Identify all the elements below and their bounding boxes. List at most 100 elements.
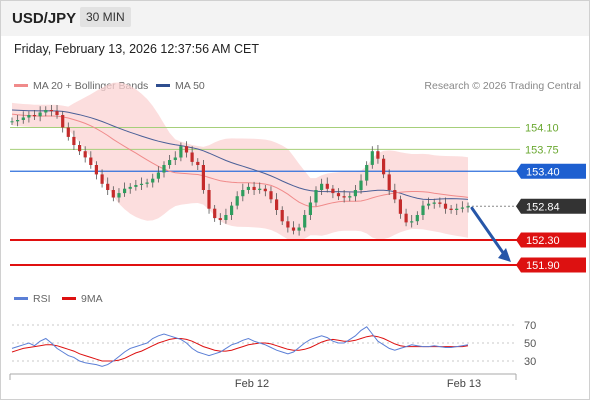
candle bbox=[331, 185, 335, 199]
candle-body bbox=[55, 111, 59, 115]
candle bbox=[55, 105, 59, 119]
candle-body bbox=[353, 190, 357, 197]
candle-body bbox=[66, 127, 70, 137]
level-152-3-tag bbox=[516, 232, 586, 248]
candle bbox=[145, 178, 149, 188]
candle-body bbox=[145, 182, 149, 184]
candle-body bbox=[235, 196, 239, 206]
candle-body bbox=[466, 206, 470, 208]
candle-body bbox=[387, 174, 391, 190]
candle bbox=[184, 141, 189, 158]
candle-body bbox=[168, 160, 172, 165]
candle-body bbox=[89, 157, 93, 165]
legend-rsi: RSI bbox=[14, 293, 51, 305]
candle-body bbox=[94, 165, 98, 175]
candle-body bbox=[291, 227, 296, 231]
candle-body bbox=[252, 186, 256, 190]
candle bbox=[83, 146, 87, 163]
candle bbox=[207, 183, 211, 214]
candle-body bbox=[179, 146, 183, 158]
candle bbox=[44, 106, 48, 117]
candle-body bbox=[246, 186, 250, 190]
candle-body bbox=[303, 215, 307, 228]
candle-body bbox=[10, 121, 14, 123]
level-labels-layer: 154.10 153.75 153.40 152.84 152.30 151.90 bbox=[470, 123, 586, 273]
candle-body bbox=[184, 146, 189, 153]
candle bbox=[16, 115, 20, 127]
candle-body bbox=[21, 117, 25, 120]
candle bbox=[32, 110, 37, 120]
candle-body bbox=[151, 178, 155, 183]
level-153-75-label: 153.75 bbox=[525, 144, 559, 156]
forecast-arrow-head bbox=[498, 248, 511, 262]
candle bbox=[269, 186, 273, 204]
candle-body bbox=[331, 188, 335, 194]
candle-body bbox=[49, 110, 53, 112]
candle-body bbox=[275, 199, 279, 210]
candle bbox=[421, 200, 425, 220]
candle bbox=[353, 185, 357, 202]
candles-layer bbox=[10, 105, 470, 236]
candle bbox=[370, 146, 374, 169]
legend-9ma: 9MA bbox=[62, 293, 103, 305]
candle bbox=[72, 130, 76, 150]
candle-body bbox=[190, 152, 194, 162]
legend-label-rsi: RSI bbox=[33, 293, 51, 305]
candle bbox=[66, 122, 70, 141]
candle bbox=[398, 195, 402, 219]
candle-body bbox=[83, 151, 87, 158]
candle-body bbox=[139, 183, 144, 185]
level-152-3-label: 152.30 bbox=[526, 235, 560, 247]
candle bbox=[162, 161, 166, 178]
candle bbox=[235, 191, 239, 210]
candle bbox=[320, 178, 324, 195]
candle-body bbox=[376, 151, 380, 159]
time-axis: Feb 12 Feb 13 bbox=[9, 373, 517, 390]
candle bbox=[78, 141, 82, 155]
credit-text: Research © 2026 Trading Central bbox=[424, 80, 581, 92]
rsi-panel: 70 50 30 bbox=[11, 320, 536, 368]
candle bbox=[258, 182, 262, 194]
candle-body bbox=[286, 221, 290, 228]
candle-body bbox=[427, 203, 431, 206]
timeframe-badge[interactable]: 30 MIN bbox=[80, 7, 131, 27]
candle bbox=[365, 161, 369, 186]
candle-body bbox=[224, 215, 228, 220]
candle bbox=[297, 223, 301, 236]
candle bbox=[303, 210, 307, 232]
candle-body bbox=[123, 188, 127, 194]
candle bbox=[224, 208, 228, 224]
symbol-title: USD/JPY bbox=[12, 10, 77, 27]
candle-body bbox=[44, 110, 48, 113]
candle bbox=[38, 106, 42, 122]
candle-body bbox=[325, 183, 329, 189]
level-151-9-label: 151.90 bbox=[526, 260, 560, 272]
candle bbox=[393, 183, 397, 204]
legend-label-ma50: MA 50 bbox=[175, 80, 205, 92]
candle-body bbox=[398, 199, 402, 214]
candle bbox=[443, 197, 448, 214]
candle bbox=[139, 177, 144, 190]
candle bbox=[286, 216, 290, 233]
candle bbox=[106, 177, 110, 195]
candle-body bbox=[280, 210, 284, 222]
candle-body bbox=[100, 174, 104, 184]
candle bbox=[94, 161, 98, 180]
candle bbox=[49, 105, 53, 117]
candle bbox=[123, 182, 127, 197]
candle bbox=[10, 117, 14, 125]
candle bbox=[151, 173, 155, 188]
candle-body bbox=[162, 165, 166, 173]
candle bbox=[89, 151, 93, 169]
candle-body bbox=[404, 213, 408, 223]
candle-body bbox=[258, 188, 262, 190]
ma50-line bbox=[11, 109, 469, 201]
bollinger-band bbox=[12, 82, 468, 241]
candle-body bbox=[336, 193, 341, 197]
candle bbox=[21, 111, 25, 124]
candle-body bbox=[72, 136, 76, 145]
candle bbox=[196, 158, 200, 170]
candle-body bbox=[196, 161, 200, 165]
candle bbox=[168, 155, 172, 169]
